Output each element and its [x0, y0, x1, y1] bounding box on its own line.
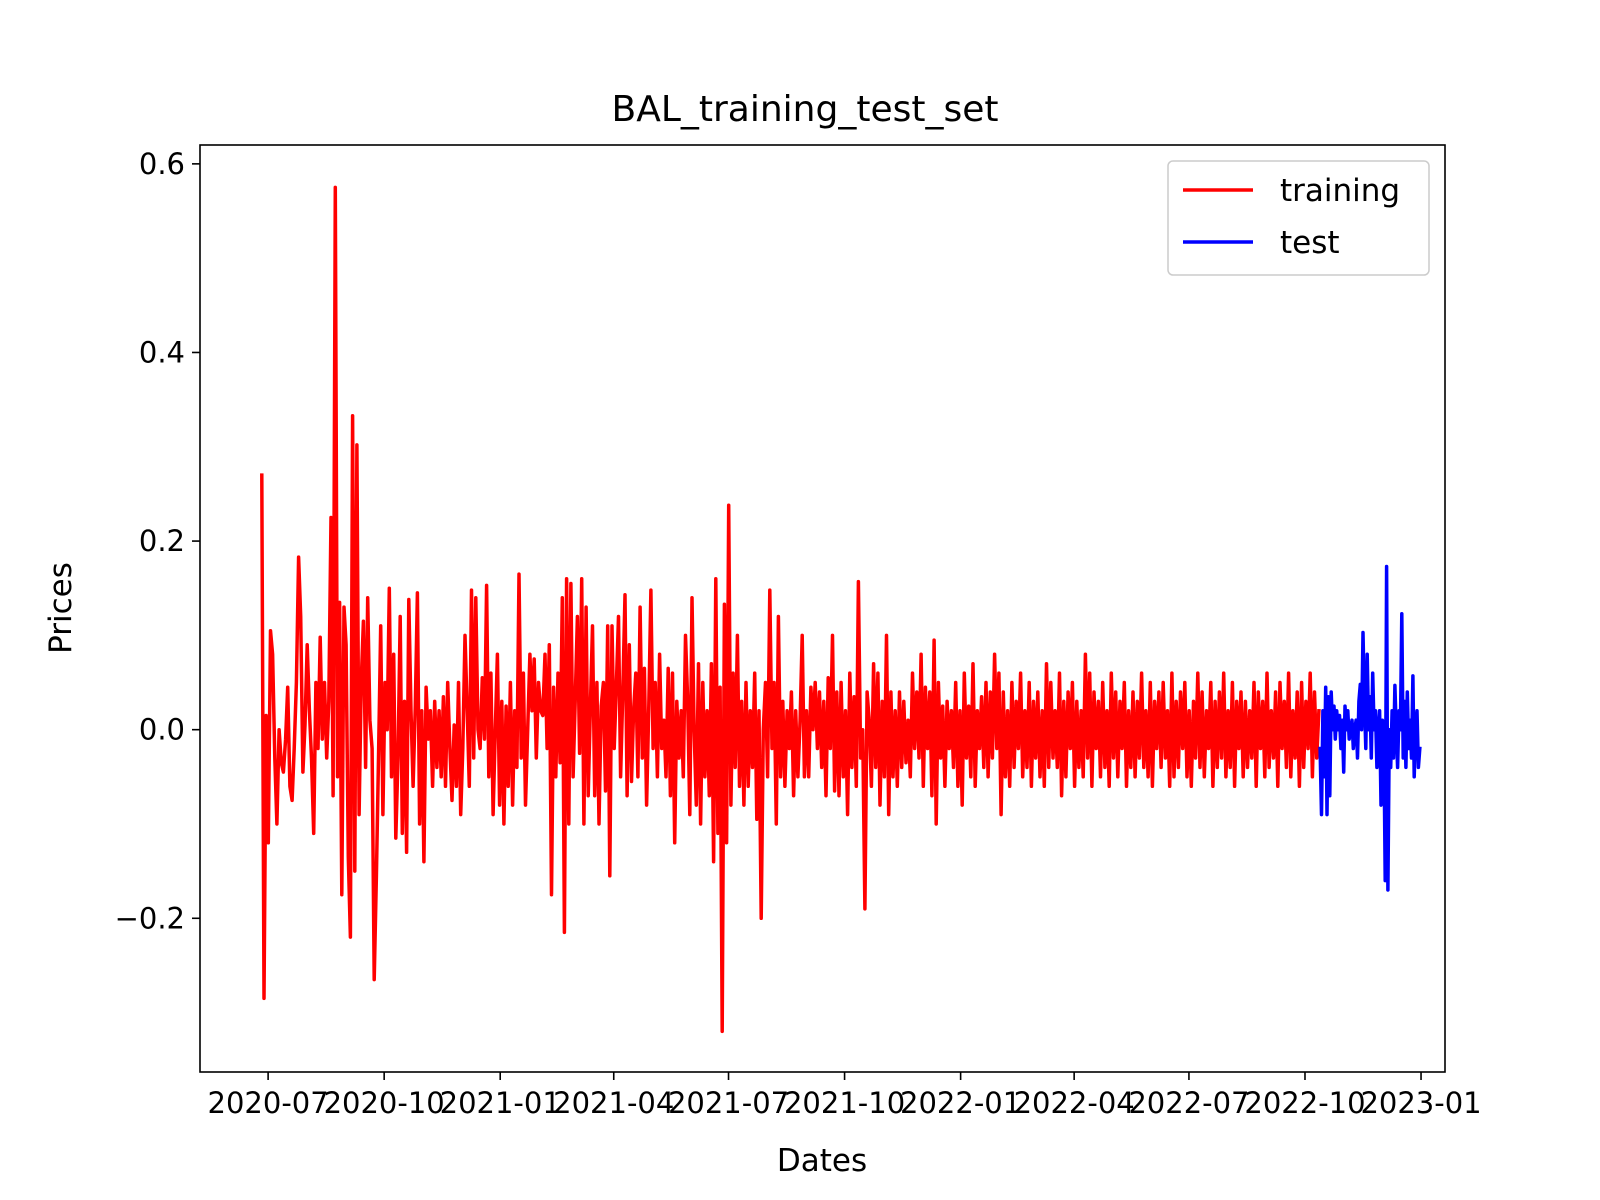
x-tick-label: 2021-07 — [668, 1086, 789, 1120]
y-tick-label: 0.2 — [139, 524, 185, 558]
x-tick-label: 2021-04 — [553, 1086, 674, 1120]
y-tick-label: 0.4 — [139, 335, 185, 369]
x-tick-label: 2021-10 — [784, 1086, 905, 1120]
y-tick-label: −0.2 — [115, 901, 185, 935]
y-axis-label: Prices — [43, 562, 79, 654]
series-line-training — [260, 185, 1321, 1034]
x-tick-label: 2023-01 — [1360, 1086, 1481, 1120]
x-tick-label: 2020-07 — [208, 1086, 329, 1120]
legend-label-training: training — [1280, 173, 1400, 209]
legend: training test — [1167, 160, 1430, 276]
plot-frame — [199, 144, 1446, 1073]
x-tick-label: 2022-10 — [1244, 1086, 1365, 1120]
legend-label-test: test — [1280, 225, 1340, 261]
x-axis-label: Dates — [777, 1143, 867, 1179]
x-axis: 2020-072020-102021-012021-042021-072021-… — [208, 1072, 1482, 1120]
y-tick-label: 0.0 — [139, 713, 185, 747]
y-axis: −0.2 0.0 0.2 0.4 0.6 — [115, 147, 200, 935]
series-layer — [260, 185, 1422, 1034]
y-tick-label: 0.6 — [139, 147, 185, 181]
x-tick-label: 2022-07 — [1128, 1086, 1249, 1120]
x-tick-label: 2020-10 — [324, 1086, 445, 1120]
series-line-test — [1318, 564, 1422, 892]
x-tick-label: 2022-01 — [900, 1086, 1021, 1120]
x-tick-label: 2021-01 — [440, 1086, 561, 1120]
chart-title: BAL_training_test_set — [612, 89, 999, 130]
x-tick-label: 2022-04 — [1014, 1086, 1135, 1120]
